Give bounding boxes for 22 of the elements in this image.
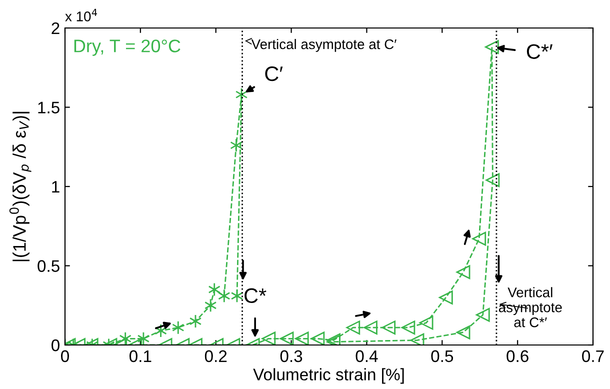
x-tick-label: 0.4 (356, 350, 378, 362)
y-tick-label: 1.5 (38, 102, 60, 114)
y-tick-label: 2 (52, 22, 60, 34)
annotation: Dry, T = 20°C (74, 40, 180, 56)
ref-line-label: Vertical asymptote at C′ (251, 38, 396, 52)
y-tick-label: 0 (52, 339, 60, 352)
annotation: C*′ (526, 44, 553, 59)
ref-line-label: Vertical asymptote at C*′ (498, 287, 562, 328)
text: x 10$^{4}$ (65, 8, 98, 22)
x-tick-label: 0.6 (506, 350, 528, 362)
x-tick-label: 0.5 (431, 350, 454, 362)
x-tick-label: 0.1 (129, 350, 152, 362)
x-tick-label: 0.2 (204, 350, 227, 362)
x-tick-label: 0 (61, 350, 69, 362)
x-axis-title: Volumetric strain [%] (253, 368, 404, 384)
annotation: C* (244, 288, 266, 304)
y-axis-title: |(1/Vp$^{0}$)(δV$_{p}$ /δ ε$_{V}$)| (9, 112, 32, 262)
annotation: C′ (265, 66, 283, 82)
x-tick-label: 0.3 (280, 350, 302, 362)
y-tick-label: 0.5 (38, 260, 60, 272)
y-tick-label: 1 (52, 181, 60, 193)
x-tick-label: 0.7 (582, 350, 604, 362)
